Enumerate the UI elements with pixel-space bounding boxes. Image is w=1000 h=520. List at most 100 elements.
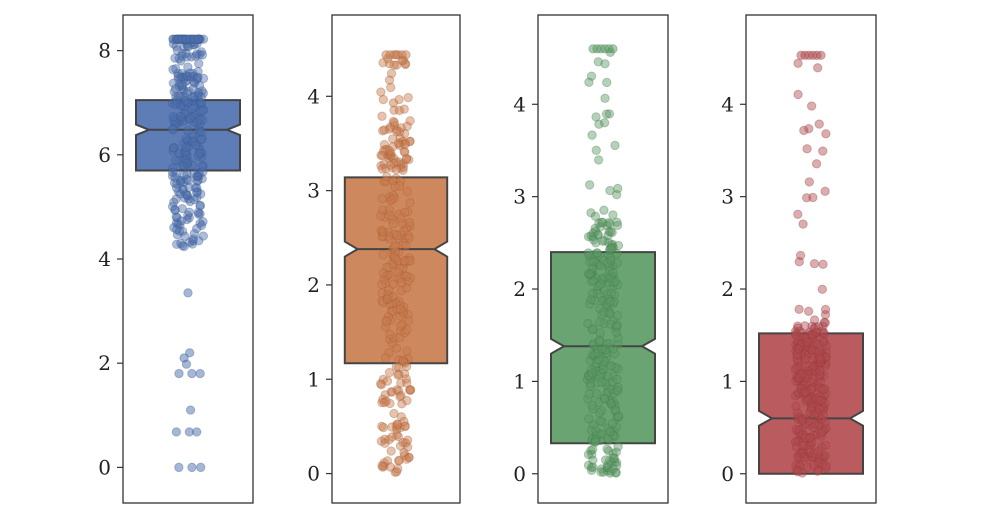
strip-point bbox=[400, 421, 410, 431]
strip-point bbox=[392, 230, 402, 241]
strip-point bbox=[613, 333, 623, 343]
strip-point bbox=[402, 346, 412, 356]
strip-point bbox=[612, 220, 623, 231]
strip-point bbox=[192, 49, 202, 59]
strip-point bbox=[815, 354, 826, 364]
strip-point bbox=[816, 349, 826, 359]
y-tick-label-4: 4 bbox=[307, 84, 320, 108]
strip-point bbox=[404, 136, 415, 147]
strip-point bbox=[168, 111, 178, 122]
strip-point bbox=[193, 128, 203, 138]
strip-point bbox=[817, 395, 827, 406]
strip-point bbox=[382, 456, 393, 466]
strip-point bbox=[391, 298, 401, 308]
y-tick-label-2: 2 bbox=[98, 351, 111, 375]
strip-point bbox=[169, 142, 179, 153]
strip-point bbox=[605, 309, 615, 319]
strip-point bbox=[820, 450, 830, 461]
strip-point bbox=[196, 220, 207, 231]
y-tick-label-6: 6 bbox=[98, 143, 111, 167]
strip-point bbox=[598, 467, 609, 477]
strip-point bbox=[382, 294, 392, 305]
strip-point bbox=[592, 289, 603, 299]
strip-point bbox=[795, 340, 806, 350]
strip-point bbox=[181, 189, 191, 200]
strip-point bbox=[171, 97, 182, 108]
strip-point bbox=[172, 212, 182, 223]
strip-point bbox=[586, 445, 596, 456]
strip-point bbox=[592, 366, 603, 377]
strip-point bbox=[391, 467, 402, 477]
strip-point bbox=[397, 399, 407, 409]
strip-point bbox=[794, 304, 804, 314]
strip-point bbox=[612, 248, 622, 259]
strip-point bbox=[383, 151, 393, 161]
strip-point bbox=[586, 371, 596, 381]
strip-point bbox=[817, 454, 827, 465]
strip-point bbox=[175, 111, 186, 122]
strip-point bbox=[608, 277, 618, 288]
strip-point bbox=[587, 349, 598, 360]
strip-point bbox=[812, 328, 822, 338]
strip-point bbox=[384, 234, 394, 244]
strip-point bbox=[602, 339, 612, 349]
strip-point bbox=[812, 430, 822, 440]
strip-point bbox=[599, 393, 610, 404]
strip-point bbox=[586, 371, 596, 381]
strip-point bbox=[167, 98, 178, 108]
strip-point bbox=[396, 412, 407, 422]
strip-point bbox=[795, 250, 806, 261]
strip-point bbox=[591, 258, 602, 269]
strip-point bbox=[605, 296, 615, 307]
strip-point bbox=[382, 294, 393, 304]
strip-point bbox=[809, 448, 819, 459]
strip-point-max bbox=[193, 34, 203, 44]
strip-point bbox=[395, 176, 406, 187]
strip-point bbox=[794, 425, 804, 435]
strip-point bbox=[603, 306, 614, 317]
strip-point bbox=[405, 116, 415, 126]
strip-point bbox=[611, 327, 622, 338]
strip-point bbox=[190, 140, 201, 150]
strip-point bbox=[802, 433, 812, 443]
strip-point bbox=[387, 298, 397, 309]
strip-point bbox=[584, 413, 594, 424]
strip-point bbox=[398, 165, 408, 176]
strip-point bbox=[804, 438, 815, 449]
strip-point bbox=[804, 445, 814, 455]
strip-point bbox=[807, 393, 818, 403]
strip-point bbox=[811, 338, 821, 349]
strip-point bbox=[815, 391, 825, 401]
strip-point bbox=[592, 343, 602, 354]
strip-point bbox=[393, 431, 403, 442]
strip-point bbox=[821, 341, 831, 351]
strip-point bbox=[382, 262, 392, 272]
strip-point bbox=[403, 230, 413, 241]
strip-point bbox=[813, 339, 823, 349]
strip-point bbox=[795, 326, 805, 336]
strip-point bbox=[395, 391, 405, 402]
strip-point bbox=[396, 230, 406, 240]
strip-point bbox=[192, 141, 203, 151]
strip-point bbox=[180, 96, 190, 106]
strip-point bbox=[386, 148, 396, 159]
strip-point bbox=[814, 359, 824, 370]
strip-point bbox=[610, 276, 621, 287]
strip-point bbox=[385, 82, 396, 93]
strip-point bbox=[595, 303, 605, 314]
strip-point bbox=[390, 467, 400, 478]
strip-point bbox=[389, 242, 399, 253]
strip-point bbox=[173, 91, 184, 101]
strip-point bbox=[590, 362, 601, 372]
strip-point bbox=[189, 77, 199, 87]
strip-point bbox=[176, 216, 186, 226]
strip-point bbox=[815, 369, 825, 380]
strip-point bbox=[379, 125, 390, 135]
strip-point bbox=[401, 154, 412, 164]
strip-point bbox=[599, 318, 609, 329]
strip-point bbox=[181, 142, 191, 152]
strip-point bbox=[188, 236, 198, 246]
strip-point bbox=[603, 298, 613, 309]
strip-point bbox=[195, 200, 205, 211]
strip-point bbox=[189, 228, 200, 239]
